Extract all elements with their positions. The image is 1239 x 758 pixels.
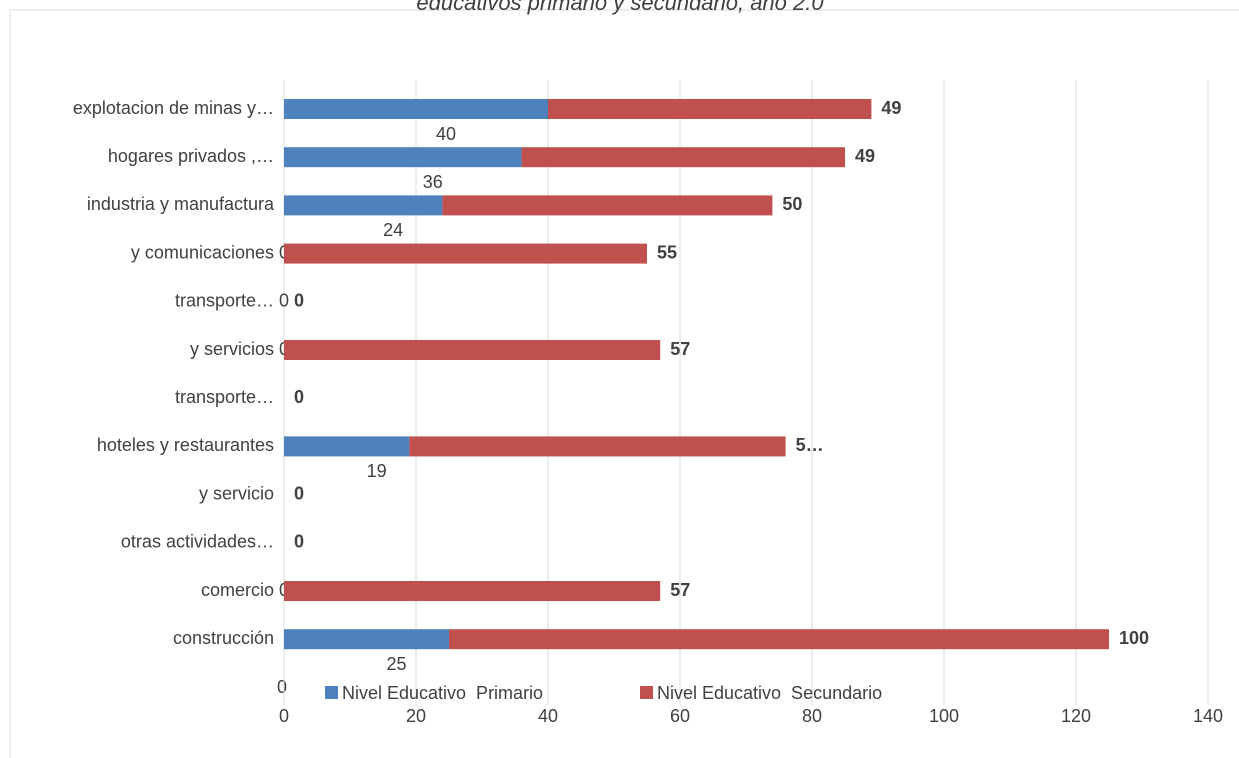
y-tick-label: y servicio — [199, 483, 274, 503]
data-label: 5… — [796, 435, 824, 455]
x-tick-label: 80 — [802, 706, 822, 726]
bar-segment — [284, 195, 443, 216]
bar-segment — [284, 340, 661, 360]
legend-label: Nivel Educativo Primario — [342, 683, 543, 703]
y-tick-label: hogares privados ,… — [108, 146, 274, 166]
y-tick-label: y comunicaciones — [131, 242, 274, 262]
data-label: 19 — [367, 461, 387, 481]
data-label: 50 — [782, 194, 802, 214]
legend-label: Nivel Educativo Secundario — [657, 683, 882, 703]
bar-segment — [284, 629, 449, 650]
x-tick-label: 100 — [929, 706, 959, 726]
bar-segment — [442, 195, 773, 216]
x-tick-label: 120 — [1061, 706, 1091, 726]
bar-segment — [284, 581, 661, 601]
x-tick-label: 60 — [670, 706, 690, 726]
y-tick-label: industria y manufactura — [87, 194, 275, 214]
data-label: 0 — [294, 291, 304, 311]
y-tick-label: explotacion de minas y… — [73, 98, 274, 118]
x-tick-label: 140 — [1193, 706, 1223, 726]
bar-segment — [284, 99, 548, 119]
data-label: 40 — [436, 124, 456, 144]
data-label: 100 — [1119, 628, 1149, 648]
bar-segment — [284, 147, 522, 168]
chart-title: educativos primario y secundario, año 2.… — [416, 0, 824, 15]
bar-segment — [449, 629, 1109, 650]
y-tick-label: hoteles y restaurantes — [97, 435, 274, 455]
x-tick-label: 0 — [279, 706, 289, 726]
data-label: 49 — [881, 98, 901, 118]
data-label: 49 — [855, 146, 875, 166]
data-label: 55 — [657, 242, 677, 262]
bar-segment — [548, 99, 872, 119]
data-label: 0 — [294, 483, 304, 503]
bar-segment — [409, 436, 786, 457]
chart-frame — [9, 9, 1239, 758]
x-tick-label: 20 — [406, 706, 426, 726]
data-label: 36 — [423, 172, 443, 192]
bar-segment — [284, 436, 410, 457]
x-tick-label: 40 — [538, 706, 558, 726]
annotation: 0 — [277, 677, 287, 697]
y-tick-label: transporte… — [175, 291, 274, 311]
y-tick-label: comercio — [201, 580, 274, 600]
y-tick-label: construcción — [173, 628, 274, 648]
data-label: 57 — [670, 580, 690, 600]
y-tick-label: transporte… — [175, 387, 274, 407]
y-tick-label: y servicios — [190, 339, 274, 359]
data-label: 57 — [670, 339, 690, 359]
data-label: 25 — [386, 654, 406, 674]
legend-swatch — [640, 686, 653, 699]
bar-segment — [284, 243, 647, 264]
data-label: 0 — [294, 387, 304, 407]
bar-segment — [521, 147, 845, 168]
data-label: 0 — [279, 291, 289, 311]
data-label: 0 — [294, 532, 304, 552]
y-tick-label: otras actividades… — [121, 532, 274, 552]
legend-swatch — [325, 686, 338, 699]
data-label: 24 — [383, 220, 403, 240]
